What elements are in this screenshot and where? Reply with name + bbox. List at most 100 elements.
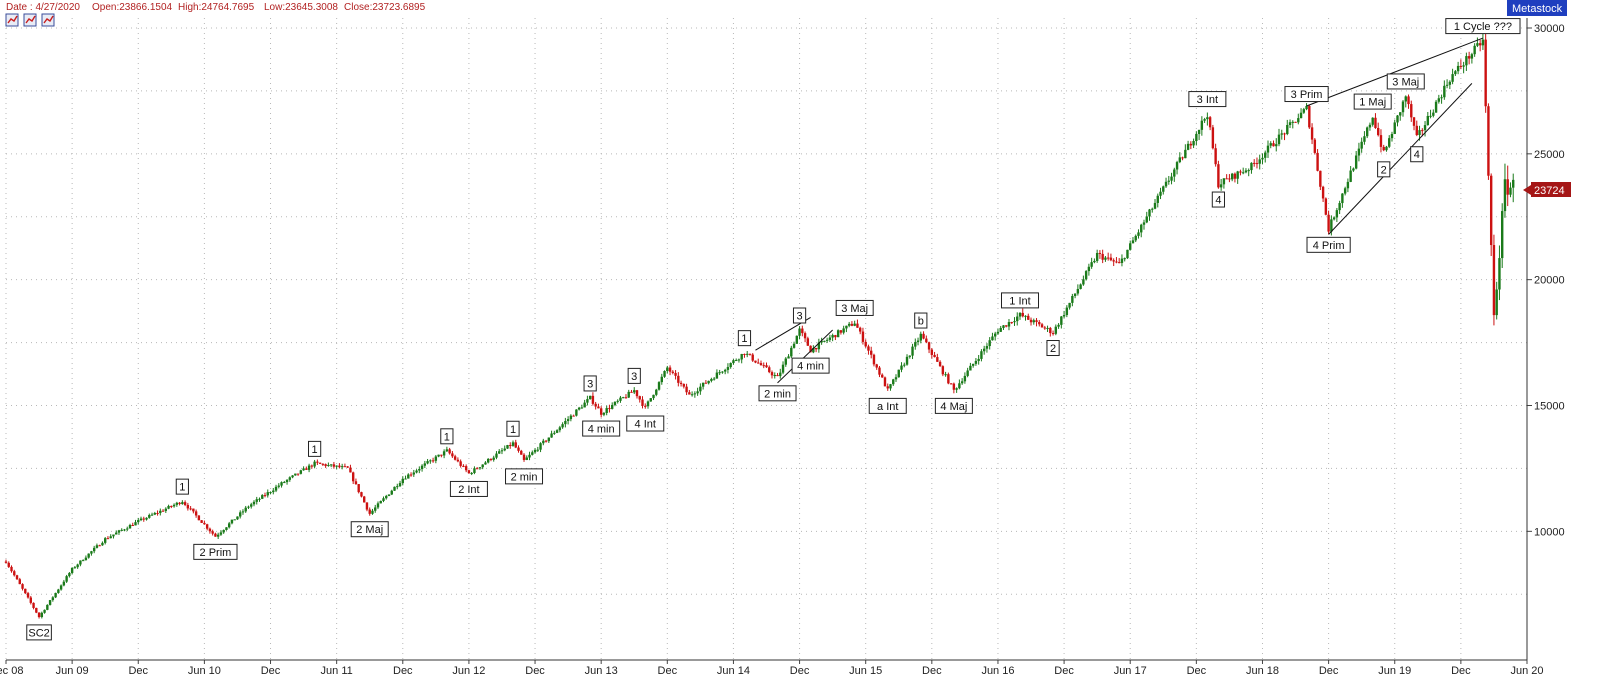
candle-body (1454, 71, 1457, 75)
candle-body (679, 382, 683, 385)
candle-body (1153, 202, 1157, 209)
candle-body (1308, 105, 1311, 128)
candle-body (258, 498, 261, 500)
candle-body (790, 347, 793, 357)
candle-body (1200, 120, 1204, 130)
wave-label-box (835, 299, 874, 316)
candle-body (404, 478, 407, 480)
chart-icon[interactable] (23, 13, 37, 27)
wave-label-box (934, 397, 973, 414)
candle-body (1228, 178, 1231, 180)
candle-body (365, 502, 369, 510)
candle-body (1319, 170, 1322, 187)
candle-body (197, 515, 201, 521)
candle-body (1206, 117, 1209, 120)
wave-label: a Int (868, 397, 907, 414)
candle-body (1512, 179, 1515, 188)
candle-body (208, 528, 212, 532)
candle-body (858, 327, 862, 332)
candle-body (1211, 127, 1215, 149)
candle-body (1115, 261, 1118, 263)
candle-body (746, 353, 749, 355)
wave-label: 4 Maj (934, 397, 973, 414)
candle-body (332, 464, 336, 467)
candle-body (817, 342, 821, 350)
chart-icon[interactable] (5, 13, 19, 27)
wave-label-text: 1 Int (1009, 295, 1030, 307)
candle-body (1253, 162, 1256, 164)
candles (4, 28, 1515, 619)
candle-body (580, 407, 584, 409)
candle-body (1501, 211, 1504, 259)
candle-body (732, 360, 735, 364)
candle-body (726, 367, 730, 370)
candle-body (594, 403, 597, 407)
candle-body (1445, 84, 1449, 86)
candle-body (1327, 214, 1330, 232)
candle-body (564, 421, 567, 425)
candle-body (517, 447, 520, 451)
candle-body (1382, 146, 1385, 151)
candle-body (1426, 115, 1430, 126)
chart-icon[interactable] (41, 13, 55, 27)
candle-body (431, 460, 435, 462)
candle-body (310, 465, 314, 467)
candle-body (1280, 133, 1283, 135)
candle-body (92, 547, 96, 552)
wave-label: 1 Int (1001, 292, 1039, 309)
candle-body (914, 342, 917, 347)
candle-body (627, 391, 630, 398)
candle-body (985, 346, 989, 349)
wave-label-box (350, 521, 389, 538)
candle-body (875, 364, 878, 368)
candle-body (757, 362, 760, 364)
candle-body (856, 323, 859, 328)
x-tick-label: Jun 16 (981, 665, 1014, 677)
candle-body (1385, 146, 1388, 151)
candle-body (779, 372, 782, 377)
candle-body (313, 461, 316, 467)
candle-body (227, 523, 231, 528)
candle-body (655, 389, 658, 395)
candle-body (1462, 65, 1465, 67)
candle-body (553, 432, 556, 434)
candle-body (718, 372, 721, 374)
y-tick-label: 25000 (1534, 149, 1565, 161)
candle-body (274, 486, 278, 491)
candle-body (1148, 209, 1151, 217)
candle-body (1332, 217, 1336, 220)
candle-body (1112, 260, 1115, 262)
candle-body (159, 510, 162, 514)
candle-body (1195, 133, 1198, 142)
candle-body (1404, 96, 1407, 102)
candle-body (294, 473, 297, 476)
candle-body (481, 464, 484, 468)
candle-body (123, 529, 126, 531)
candle-body (663, 370, 666, 377)
candle-body (982, 348, 986, 352)
wave-label-box (626, 415, 665, 432)
candle-body (748, 353, 752, 355)
candle-body (646, 401, 650, 407)
wave-label: SC2 (26, 624, 52, 641)
candle-body (823, 340, 826, 342)
candle-body (13, 571, 16, 576)
candle-body (445, 449, 449, 452)
candle-body (492, 457, 495, 460)
candle-body (335, 465, 338, 467)
candle-body (1415, 125, 1418, 136)
candle-body (1418, 130, 1421, 136)
candle-body (462, 465, 465, 467)
candle-body (1321, 186, 1325, 199)
candle-body (1217, 164, 1220, 188)
candle-body (649, 398, 652, 402)
candle-body (1352, 168, 1355, 171)
candle-body (988, 340, 991, 347)
x-tick-label: Dec 08 (0, 665, 23, 677)
wave-label: 3 (792, 307, 807, 324)
wave-label: 2 min (758, 385, 797, 402)
wave-label: 4 min (791, 357, 830, 374)
candle-body (106, 538, 110, 540)
candle-body (828, 337, 832, 340)
candle-body (1162, 186, 1165, 192)
